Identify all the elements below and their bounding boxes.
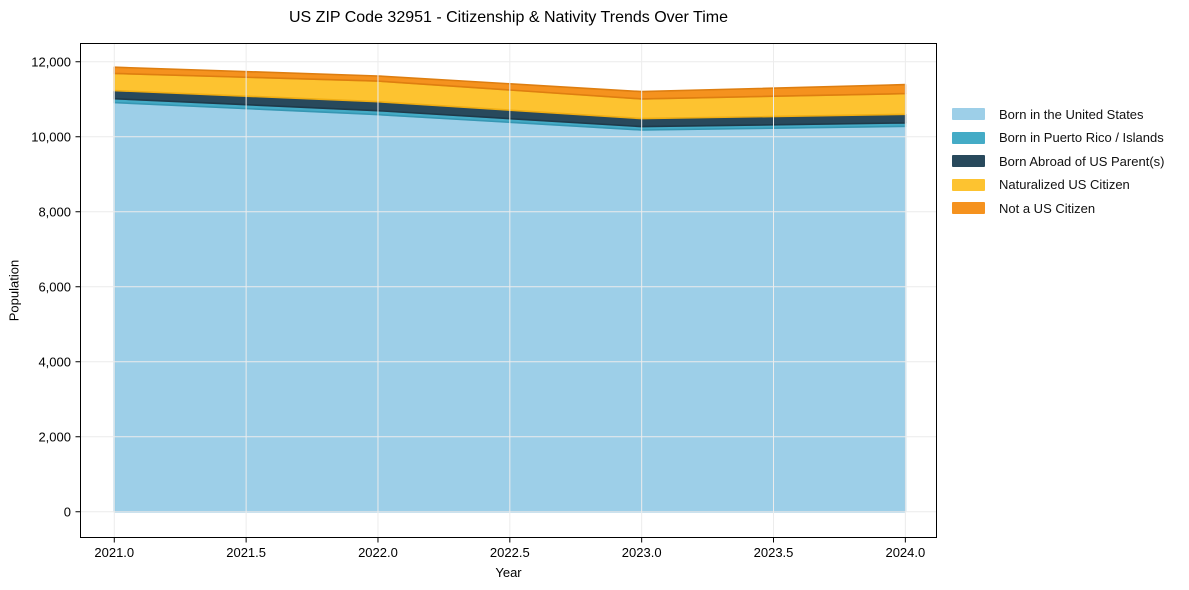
chart-title: US ZIP Code 32951 - Citizenship & Nativi… <box>289 9 728 26</box>
legend-swatch-naturalized <box>952 178 985 191</box>
plot-border <box>80 43 937 538</box>
legend-label-not-a-citizen: Not a US Citizen <box>999 200 1096 216</box>
legend-swatch-born-in-us <box>952 108 985 120</box>
x-tick-label-2024.0: 2024.0 <box>885 545 925 560</box>
y-tick-label-2000: 2,000 <box>38 429 71 444</box>
x-axis-label: Year <box>495 565 522 580</box>
x-tick-label-2021.0: 2021.0 <box>94 545 134 560</box>
legend-swatch-born-abroad <box>952 155 985 167</box>
y-tick-label-6000: 6,000 <box>38 279 71 294</box>
legend-item-naturalized: Naturalized US Citizen <box>952 174 1164 196</box>
y-tick-label-8000: 8,000 <box>38 204 71 219</box>
x-tick-label-2022.0: 2022.0 <box>358 545 398 560</box>
legend-swatch-born-in-puerto-rico <box>952 131 985 144</box>
legend: Born in the United States Born in Puerto… <box>952 103 1164 221</box>
legend-label-naturalized: Naturalized US Citizen <box>999 177 1130 192</box>
legend-item-born-abroad: Born Abroad of US Parent(s) <box>952 150 1164 172</box>
y-axis-label: Population <box>6 259 22 322</box>
y-tick-label-4000: 4,000 <box>38 354 71 369</box>
x-tick-label-2023.0: 2023.0 <box>622 545 662 560</box>
legend-item-not-a-citizen: Not a US Citizen <box>952 197 1164 219</box>
legend-label-born-in-us: Born in the United States <box>999 106 1144 122</box>
y-tick-label-12000: 12,000 <box>31 54 71 69</box>
legend-swatch-not-a-citizen <box>952 202 985 214</box>
y-tick-label-10000: 10,000 <box>31 129 71 144</box>
legend-label-born-in-puerto-rico: Born in Puerto Rico / Islands <box>999 130 1164 145</box>
y-tick-label-0: 0 <box>64 504 71 519</box>
legend-item-born-in-puerto-rico: Born in Puerto Rico / Islands <box>952 127 1164 149</box>
legend-label-born-abroad: Born Abroad of US Parent(s) <box>999 153 1165 169</box>
legend-item-born-in-us: Born in the United States <box>952 103 1164 125</box>
x-tick-label-2022.5: 2022.5 <box>490 545 530 560</box>
x-tick-label-2023.5: 2023.5 <box>754 545 794 560</box>
x-tick-label-2021.5: 2021.5 <box>226 545 266 560</box>
